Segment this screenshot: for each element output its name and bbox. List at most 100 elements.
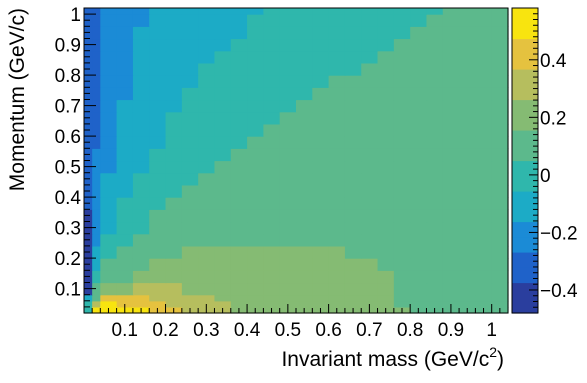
heatmap-cell xyxy=(426,50,444,64)
heatmap-cell xyxy=(442,111,460,125)
heatmap-cell xyxy=(132,123,150,137)
heatmap-cell xyxy=(312,221,330,235)
heatmap-cell xyxy=(165,184,183,198)
heatmap-cell xyxy=(149,300,167,308)
heatmap-cell xyxy=(328,282,346,296)
heatmap-cell xyxy=(296,148,313,162)
heatmap-cell xyxy=(230,270,248,284)
heatmap-cell xyxy=(149,282,167,296)
heatmap-cell xyxy=(312,282,330,296)
heatmap-cell xyxy=(247,197,264,210)
heatmap-cell xyxy=(361,197,379,210)
heatmap-cell xyxy=(410,245,428,259)
heatmap-cell xyxy=(312,294,330,302)
heatmap-cell xyxy=(165,111,183,125)
colorbar-band xyxy=(512,114,538,131)
heatmap-cell xyxy=(377,282,395,296)
heatmap-cell xyxy=(214,50,232,64)
heatmap-cell xyxy=(426,123,444,137)
heatmap-cell xyxy=(426,38,444,52)
heatmap-cell xyxy=(230,160,248,174)
heatmap-cell xyxy=(475,184,493,198)
heatmap-cell xyxy=(247,14,264,27)
colorbar-band xyxy=(512,53,538,70)
colorbar-band xyxy=(512,69,538,85)
colorbar-tick-label: −0.2 xyxy=(540,223,578,244)
heatmap-cell xyxy=(426,111,444,125)
heatmap-cell xyxy=(149,8,167,15)
heatmap-cell xyxy=(344,209,362,223)
x-axis-title: Invariant mass (GeV/c2) xyxy=(281,344,504,371)
heatmap-cell xyxy=(426,14,444,27)
heatmap-cell xyxy=(442,282,460,296)
heatmap-cell xyxy=(181,197,199,210)
colorbar-band xyxy=(512,206,538,223)
heatmap-cell xyxy=(426,148,444,162)
heatmap-cell xyxy=(361,258,379,271)
heatmap-cell xyxy=(116,209,134,223)
colorbar-band xyxy=(512,99,538,116)
heatmap-cell xyxy=(296,300,313,308)
heatmap-cell xyxy=(377,294,395,302)
heatmap-cell xyxy=(312,209,330,223)
heatmap-cell xyxy=(132,197,150,210)
heatmap-cell xyxy=(296,136,313,149)
heatmap-cell xyxy=(475,209,493,223)
heatmap-cell xyxy=(263,99,281,113)
heatmap-cell xyxy=(263,300,281,308)
heatmap-cell xyxy=(377,87,395,101)
heatmap-cell xyxy=(165,87,183,101)
heatmap-cell xyxy=(296,87,313,101)
heatmap-cell xyxy=(475,75,493,88)
heatmap-cell xyxy=(475,300,493,308)
heatmap-cell xyxy=(263,148,281,162)
heatmap-cell xyxy=(181,38,199,52)
heatmap-cell xyxy=(426,172,444,186)
heatmap-cell xyxy=(132,148,150,162)
heatmap-cell xyxy=(344,99,362,113)
heatmap-cell xyxy=(344,245,362,259)
heatmap-cell xyxy=(214,172,232,186)
heatmap-cell xyxy=(410,87,428,101)
heatmap-cell xyxy=(230,111,248,125)
heatmap-cell xyxy=(149,294,167,302)
heatmap-cell xyxy=(92,282,101,296)
heatmap-cell xyxy=(100,184,118,198)
heatmap-cell xyxy=(328,172,346,186)
heatmap-cell xyxy=(247,282,264,296)
heatmap-cell xyxy=(116,75,134,88)
heatmap-cell xyxy=(410,75,428,88)
y-tick-label: 0.9 xyxy=(55,36,81,57)
heatmap-cell xyxy=(247,300,264,308)
heatmap-cell xyxy=(312,184,330,198)
heatmap-cell xyxy=(198,294,216,302)
heatmap-cell xyxy=(296,282,313,296)
x-tick-label: 0.1 xyxy=(112,320,138,341)
heatmap-cell xyxy=(165,75,183,88)
heatmap-cell xyxy=(296,123,313,137)
heatmap-cell xyxy=(263,245,281,259)
heatmap-cell xyxy=(442,294,460,302)
heatmap-cell xyxy=(100,258,118,271)
x-tick-label: 0.8 xyxy=(397,320,423,341)
heatmap-cell xyxy=(410,148,428,162)
heatmap-cell xyxy=(149,270,167,284)
heatmap-cell xyxy=(149,148,167,162)
heatmap-cell xyxy=(100,148,118,162)
heatmap-cell xyxy=(393,245,411,259)
heatmap-cell xyxy=(393,75,411,88)
heatmap-cell xyxy=(426,282,444,296)
heatmap-cell xyxy=(247,38,264,52)
heatmap-cell xyxy=(312,123,330,137)
heatmap-cell xyxy=(279,50,297,64)
heatmap-cell xyxy=(344,294,362,302)
heatmap-cell xyxy=(312,270,330,284)
heatmap-cell xyxy=(92,300,101,308)
heatmap-cell xyxy=(312,300,330,308)
heatmap-cell xyxy=(214,14,232,27)
heatmap-cell xyxy=(312,148,330,162)
heatmap-cell xyxy=(165,136,183,149)
heatmap-cell xyxy=(149,50,167,64)
heatmap-cell xyxy=(92,233,101,247)
heatmap-cell xyxy=(426,197,444,210)
